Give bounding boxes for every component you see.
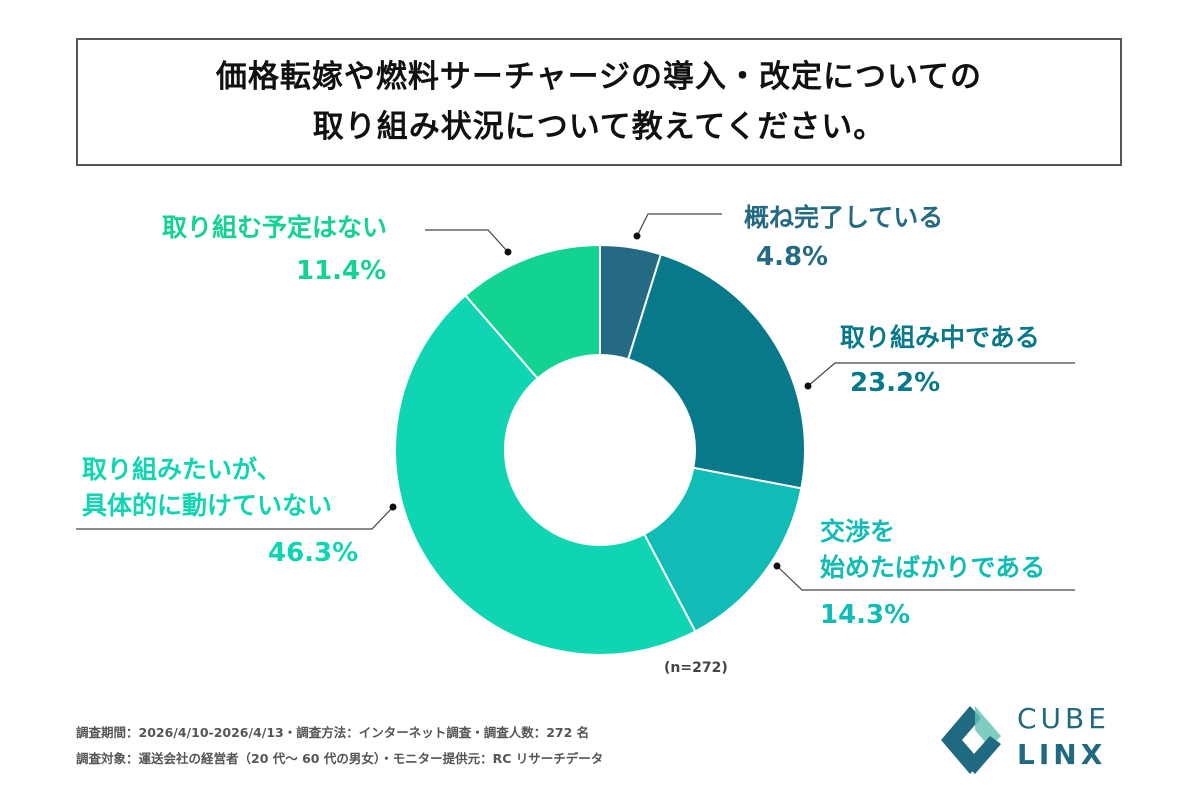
- slice-value-1: 23.2%: [850, 368, 941, 398]
- sample-size-annotation: (n=272): [664, 660, 728, 676]
- leader-line-1: [807, 362, 1075, 387]
- leader-dot-4: [504, 248, 512, 256]
- donut-slice-2: [642, 466, 803, 633]
- leader-dot-3: [389, 503, 397, 511]
- footer-survey-target: 調査対象：運送会社の経営者（20 代～ 60 代の男女）・モニター提供元：RC …: [76, 751, 604, 766]
- slice-value-2: 14.3%: [820, 600, 911, 630]
- slice-value-3: 46.3%: [268, 538, 359, 568]
- leader-line-2: [776, 565, 1075, 591]
- logo-text-cube: CUBE: [1017, 702, 1110, 735]
- leader-dot-1: [804, 382, 812, 390]
- slice-value-0: 4.8%: [756, 242, 829, 272]
- leader-dot-0: [633, 232, 641, 240]
- slice-label-2-line-1: 交渉を: [820, 517, 896, 546]
- leader-dot-2: [773, 562, 781, 570]
- donut-slice-3: [394, 293, 697, 656]
- slice-label-4: 取り組む予定はない: [162, 213, 388, 242]
- slice-label-2-line-2: 始めたばかりである: [820, 553, 1046, 582]
- title-line-1: 価格転嫁や燃料サーチャージの導入・改定についての: [215, 59, 983, 95]
- cube-linx-logo: CUBE LINX: [935, 700, 1135, 780]
- slice-label-3-line-2: 具体的に動けていない: [82, 491, 333, 520]
- slice-label-1: 取り組み中である: [840, 323, 1040, 352]
- slice-label-2: 交渉を 始めたばかりである: [820, 514, 1045, 586]
- slice-label-3: 取り組みたいが、 具体的に動けていない: [82, 452, 332, 524]
- donut-slice-4: [463, 243, 601, 380]
- slice-label-3-line-1: 取り組みたいが、: [82, 455, 282, 484]
- title-line-2: 取り組み状況について教えてください。: [312, 109, 886, 145]
- leader-line-3: [76, 506, 394, 530]
- slice-label-0: 概ね完了している: [744, 203, 944, 232]
- footer-survey-info: 調査期間：2026/4/10-2026/4/13・調査方法：インターネット調査・…: [76, 725, 590, 740]
- slice-value-4: 11.4%: [296, 256, 387, 286]
- donut-slice-1: [626, 253, 806, 490]
- leader-line-4: [425, 229, 509, 253]
- logo-text-linx: LINX: [1017, 738, 1107, 771]
- leader-line-0: [636, 213, 722, 237]
- logo-mark-icon: [941, 706, 1001, 774]
- title-box: 価格転嫁や燃料サーチャージの導入・改定についての 取り組み状況について教えてくだ…: [76, 38, 1122, 166]
